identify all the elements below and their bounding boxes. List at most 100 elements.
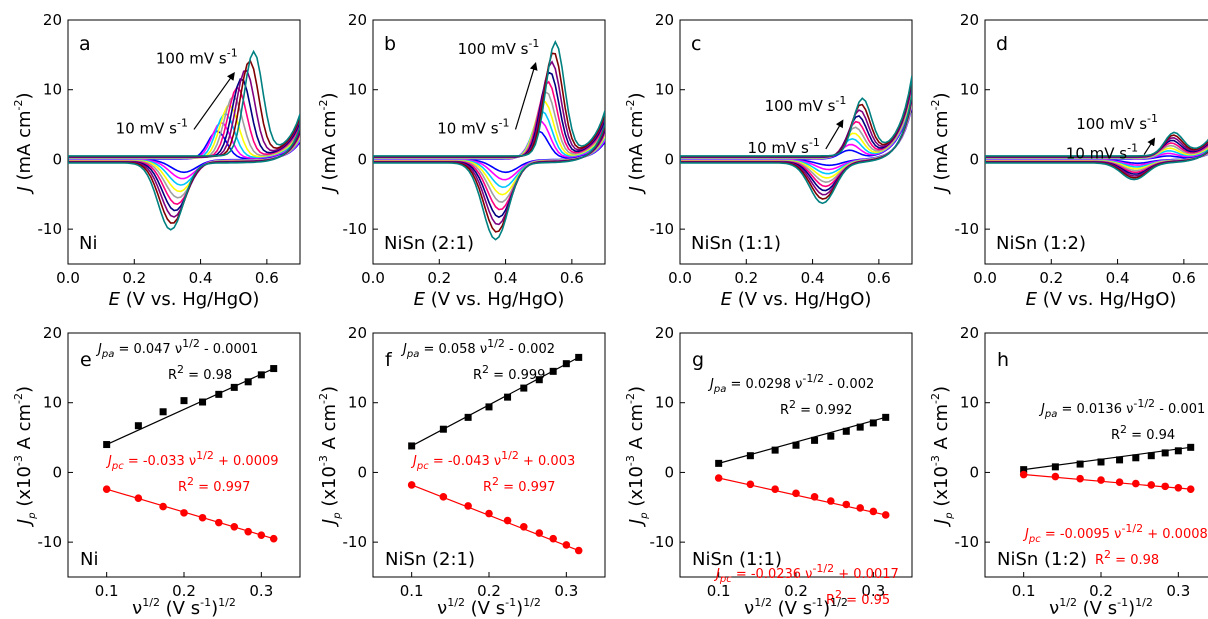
data-point: [102, 485, 111, 493]
data-point: [574, 546, 583, 555]
data-point: [792, 489, 800, 498]
x-tick-label: 0.3: [554, 582, 578, 600]
y-tick-label: 10: [655, 81, 674, 99]
data-point: [520, 384, 528, 392]
y-tick-label: 20: [655, 11, 674, 29]
x-tick-label: 0.2: [122, 269, 146, 287]
data-point: [464, 413, 472, 421]
x-tick-label: 0.2: [784, 582, 808, 600]
cv-curves: [373, 40, 605, 241]
data-point: [407, 481, 416, 489]
panel-letter: c: [691, 33, 701, 55]
x-axis-title: E (V vs. Hg/HgO): [1026, 289, 1177, 310]
y-tick-label: 0: [357, 463, 367, 481]
scan-rate-low-label: 10 mV s-1: [748, 136, 820, 157]
data-point: [244, 378, 252, 386]
y-tick-label: 20: [43, 11, 62, 29]
scan-rate-high-label: 100 mV s-1: [1076, 112, 1158, 133]
fit-r-squared: R2 = 0.992: [780, 398, 852, 418]
fit-equation: Jpc = -0.033 ν1/2 + 0.0009: [105, 449, 279, 472]
x-tick-label: 0.6: [560, 269, 584, 287]
fit-equation: Jpc = -0.0236 ν-1/2 + 0.0017: [713, 562, 899, 585]
cv-panel-c: 0.0 0.2 0.4 0.6 -10 0 10 20 100 mV s-1 10 mV s-1 c…: [624, 11, 913, 310]
anodic-series: Jpa = 0.047 ν1/2 - 0.0001 R2 = 0.98: [95, 337, 278, 449]
cv-panel-b: 0.0 0.2 0.4 0.6 -10 0 10 20 100 mV s-1 10 mV s-1 b…: [317, 11, 606, 310]
data-point: [1020, 466, 1028, 474]
data-point: [715, 459, 723, 467]
data-point: [869, 507, 878, 516]
rate-panel-h: 0.1 0.2 0.3 -10 0 10 20 Jpa = 0.0136 ν-1/2 - 0.…: [929, 324, 1208, 619]
y-axis-title: Jp (x10-3 A cm-2): [929, 386, 955, 527]
fit-r-squared: R2 = 0.94: [1111, 423, 1175, 443]
fit-r-squared: R2 = 0.98: [168, 363, 232, 383]
data-point: [827, 497, 835, 505]
y-tick-label: 10: [655, 394, 674, 412]
x-tick-label: 0.2: [427, 269, 451, 287]
x-tick-label: 0.4: [801, 269, 825, 287]
x-axis-title: ν1/2 (V s-1)1/2: [437, 596, 541, 619]
x-tick-label: 0.6: [867, 269, 891, 287]
plot-frame: [984, 19, 1208, 265]
y-tick-label: -10: [38, 533, 63, 551]
x-tick-label: 0.1: [1012, 582, 1036, 600]
fit-equation: Jpc = -0.043 ν1/2 + 0.003: [410, 449, 575, 472]
y-tick-label: -10: [650, 220, 675, 238]
data-point: [562, 360, 570, 368]
data-point: [562, 541, 571, 549]
y-tick-label: 10: [960, 81, 979, 99]
data-point: [810, 493, 819, 501]
cv-curve: [68, 95, 300, 199]
data-point: [215, 518, 223, 527]
x-tick-label: 0.6: [255, 269, 279, 287]
x-axis-title: E (V vs. Hg/HgO): [721, 289, 872, 310]
x-tick-label: 0.1: [95, 582, 119, 600]
x-tick-label: 0.1: [707, 582, 731, 600]
x-axis-title: ν1/2 (V s-1)1/2: [744, 596, 848, 619]
scan-rate-high-label: 100 mV s-1: [156, 47, 238, 68]
cv-curve: [373, 40, 605, 241]
data-point: [1076, 474, 1084, 483]
data-point: [230, 383, 238, 391]
y-tick-label: 20: [348, 11, 367, 29]
y-tick-label: 10: [348, 81, 367, 99]
sample-label: NiSn (1:1): [692, 549, 782, 570]
data-point: [199, 398, 207, 406]
data-point: [198, 513, 207, 522]
anodic-series: Jpa = 0.0298 ν-1/2 - 0.002 R2 = 0.992: [707, 372, 890, 467]
data-point: [159, 502, 167, 511]
fit-r-squared: R2 = 0.95: [826, 588, 890, 608]
panel-letter: f: [385, 349, 393, 371]
data-point: [1174, 483, 1183, 492]
data-point: [1174, 447, 1182, 455]
data-point: [439, 493, 448, 501]
data-point: [1116, 456, 1124, 464]
data-point: [881, 511, 890, 519]
y-tick-label: 10: [43, 81, 62, 99]
data-point: [811, 436, 819, 444]
x-tick-label: 0.2: [734, 269, 758, 287]
fit-equation: Jpa = 0.0136 ν-1/2 - 0.001: [1038, 397, 1205, 420]
data-point: [549, 367, 557, 375]
data-point: [842, 427, 850, 435]
data-point: [549, 534, 557, 543]
y-tick-label: 20: [43, 324, 62, 342]
sample-label: NiSn (2:1): [385, 549, 475, 570]
data-point: [746, 480, 755, 489]
data-point: [408, 442, 416, 450]
data-point: [464, 502, 472, 510]
x-tick-label: 0.3: [249, 582, 273, 600]
y-axis-title: J (mA cm-2): [317, 92, 340, 194]
scan-rate-arrow: [193, 72, 235, 130]
data-point: [1019, 470, 1028, 479]
fit-equation: Jpa = 0.058 ν1/2 - 0.002: [400, 337, 555, 360]
fit-r-squared: R2 = 0.999: [473, 363, 545, 383]
scan-rate-low-label: 10 mV s-1: [116, 116, 188, 137]
data-point: [1051, 472, 1060, 481]
plot-frame: [679, 332, 913, 578]
data-point: [180, 397, 188, 405]
x-tick-label: 0.3: [861, 582, 885, 600]
y-axis-title: Jp (x10-3 A cm-2): [12, 386, 38, 527]
data-point: [159, 408, 167, 416]
fit-equation: Jpa = 0.0298 ν-1/2 - 0.002: [707, 372, 874, 395]
